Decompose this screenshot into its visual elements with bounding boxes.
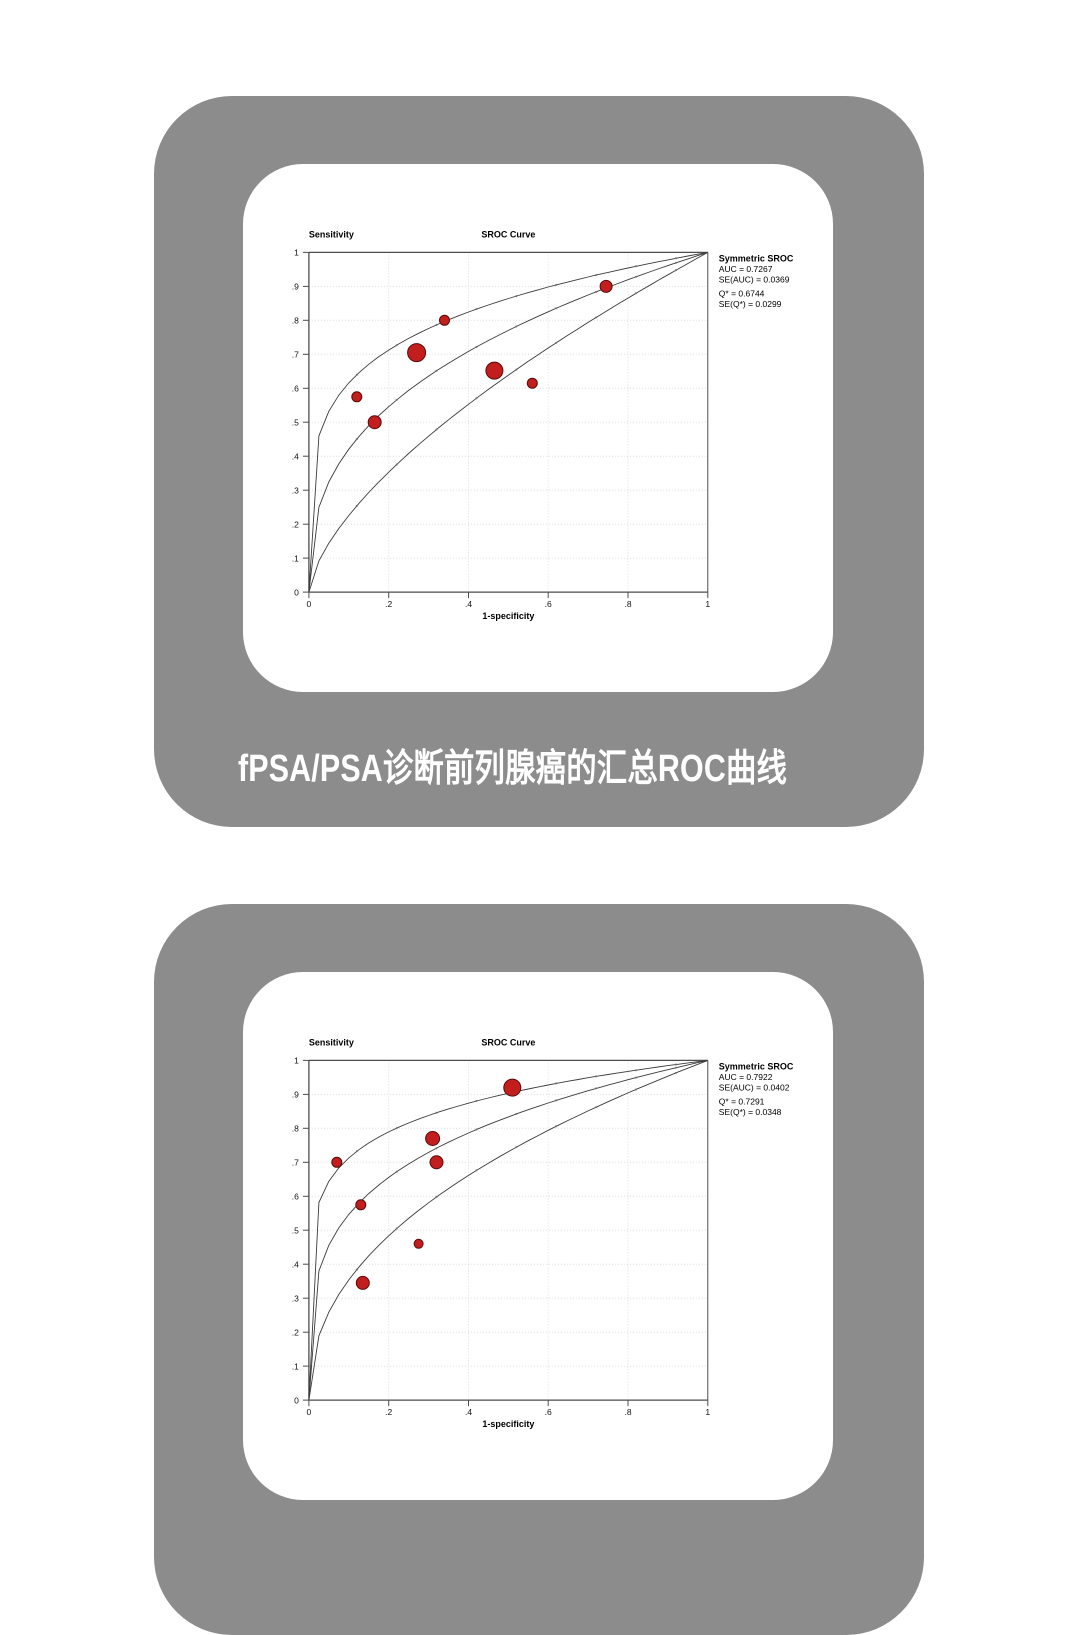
svg-text:SE(AUC) = 0.0369: SE(AUC) = 0.0369 (719, 274, 790, 284)
svg-text:.4: .4 (465, 1407, 472, 1417)
svg-text:Symmetric SROC: Symmetric SROC (719, 253, 794, 263)
svg-text:Sensitivity: Sensitivity (309, 229, 354, 239)
svg-text:.2: .2 (385, 599, 392, 609)
svg-text:.3: .3 (292, 485, 299, 495)
svg-text:0: 0 (307, 599, 312, 609)
svg-text:.9: .9 (292, 282, 299, 292)
svg-text:SROC Curve: SROC Curve (481, 229, 535, 239)
svg-text:Q* = 0.6744: Q* = 0.6744 (719, 288, 765, 298)
svg-text:SE(Q*) = 0.0299: SE(Q*) = 0.0299 (719, 299, 782, 309)
svg-text:1: 1 (294, 1056, 299, 1066)
svg-text:.9: .9 (292, 1090, 299, 1100)
svg-text:.4: .4 (292, 451, 299, 461)
svg-text:.8: .8 (624, 599, 631, 609)
svg-text:SROC Curve: SROC Curve (481, 1037, 535, 1047)
svg-text:.3: .3 (292, 1293, 299, 1303)
svg-text:.7: .7 (292, 350, 299, 360)
svg-text:SE(Q*) = 0.0348: SE(Q*) = 0.0348 (719, 1107, 782, 1117)
svg-text:.1: .1 (292, 1361, 299, 1371)
svg-text:.2: .2 (292, 1327, 299, 1337)
svg-text:SE(AUC) = 0.0402: SE(AUC) = 0.0402 (719, 1082, 790, 1092)
svg-text:.7: .7 (292, 1158, 299, 1168)
svg-text:0: 0 (294, 587, 299, 597)
svg-text:.8: .8 (624, 1407, 631, 1417)
svg-text:Q* = 0.7291: Q* = 0.7291 (719, 1096, 765, 1106)
svg-text:1-specificity: 1-specificity (482, 611, 534, 621)
svg-text:0: 0 (307, 1407, 312, 1417)
svg-text:1: 1 (705, 1407, 710, 1417)
svg-text:.4: .4 (292, 1259, 299, 1269)
svg-text:1: 1 (705, 599, 710, 609)
svg-text:.6: .6 (545, 1407, 552, 1417)
svg-text:.2: .2 (292, 519, 299, 529)
svg-text:.6: .6 (292, 384, 299, 394)
svg-text:AUC = 0.7267: AUC = 0.7267 (719, 264, 773, 274)
svg-text:1-specificity: 1-specificity (482, 1419, 534, 1429)
svg-text:1: 1 (294, 248, 299, 258)
svg-text:Symmetric SROC: Symmetric SROC (719, 1061, 794, 1071)
svg-text:.5: .5 (292, 1225, 299, 1235)
svg-text:Sensitivity: Sensitivity (309, 1037, 354, 1047)
svg-text:.5: .5 (292, 417, 299, 427)
svg-text:AUC = 0.7922: AUC = 0.7922 (719, 1072, 773, 1082)
svg-text:.8: .8 (292, 1124, 299, 1134)
svg-text:0: 0 (294, 1395, 299, 1405)
svg-text:.6: .6 (545, 599, 552, 609)
svg-text:.4: .4 (465, 599, 472, 609)
svg-text:.1: .1 (292, 553, 299, 563)
svg-text:.8: .8 (292, 316, 299, 326)
svg-text:.6: .6 (292, 1192, 299, 1202)
svg-text:.2: .2 (385, 1407, 392, 1417)
